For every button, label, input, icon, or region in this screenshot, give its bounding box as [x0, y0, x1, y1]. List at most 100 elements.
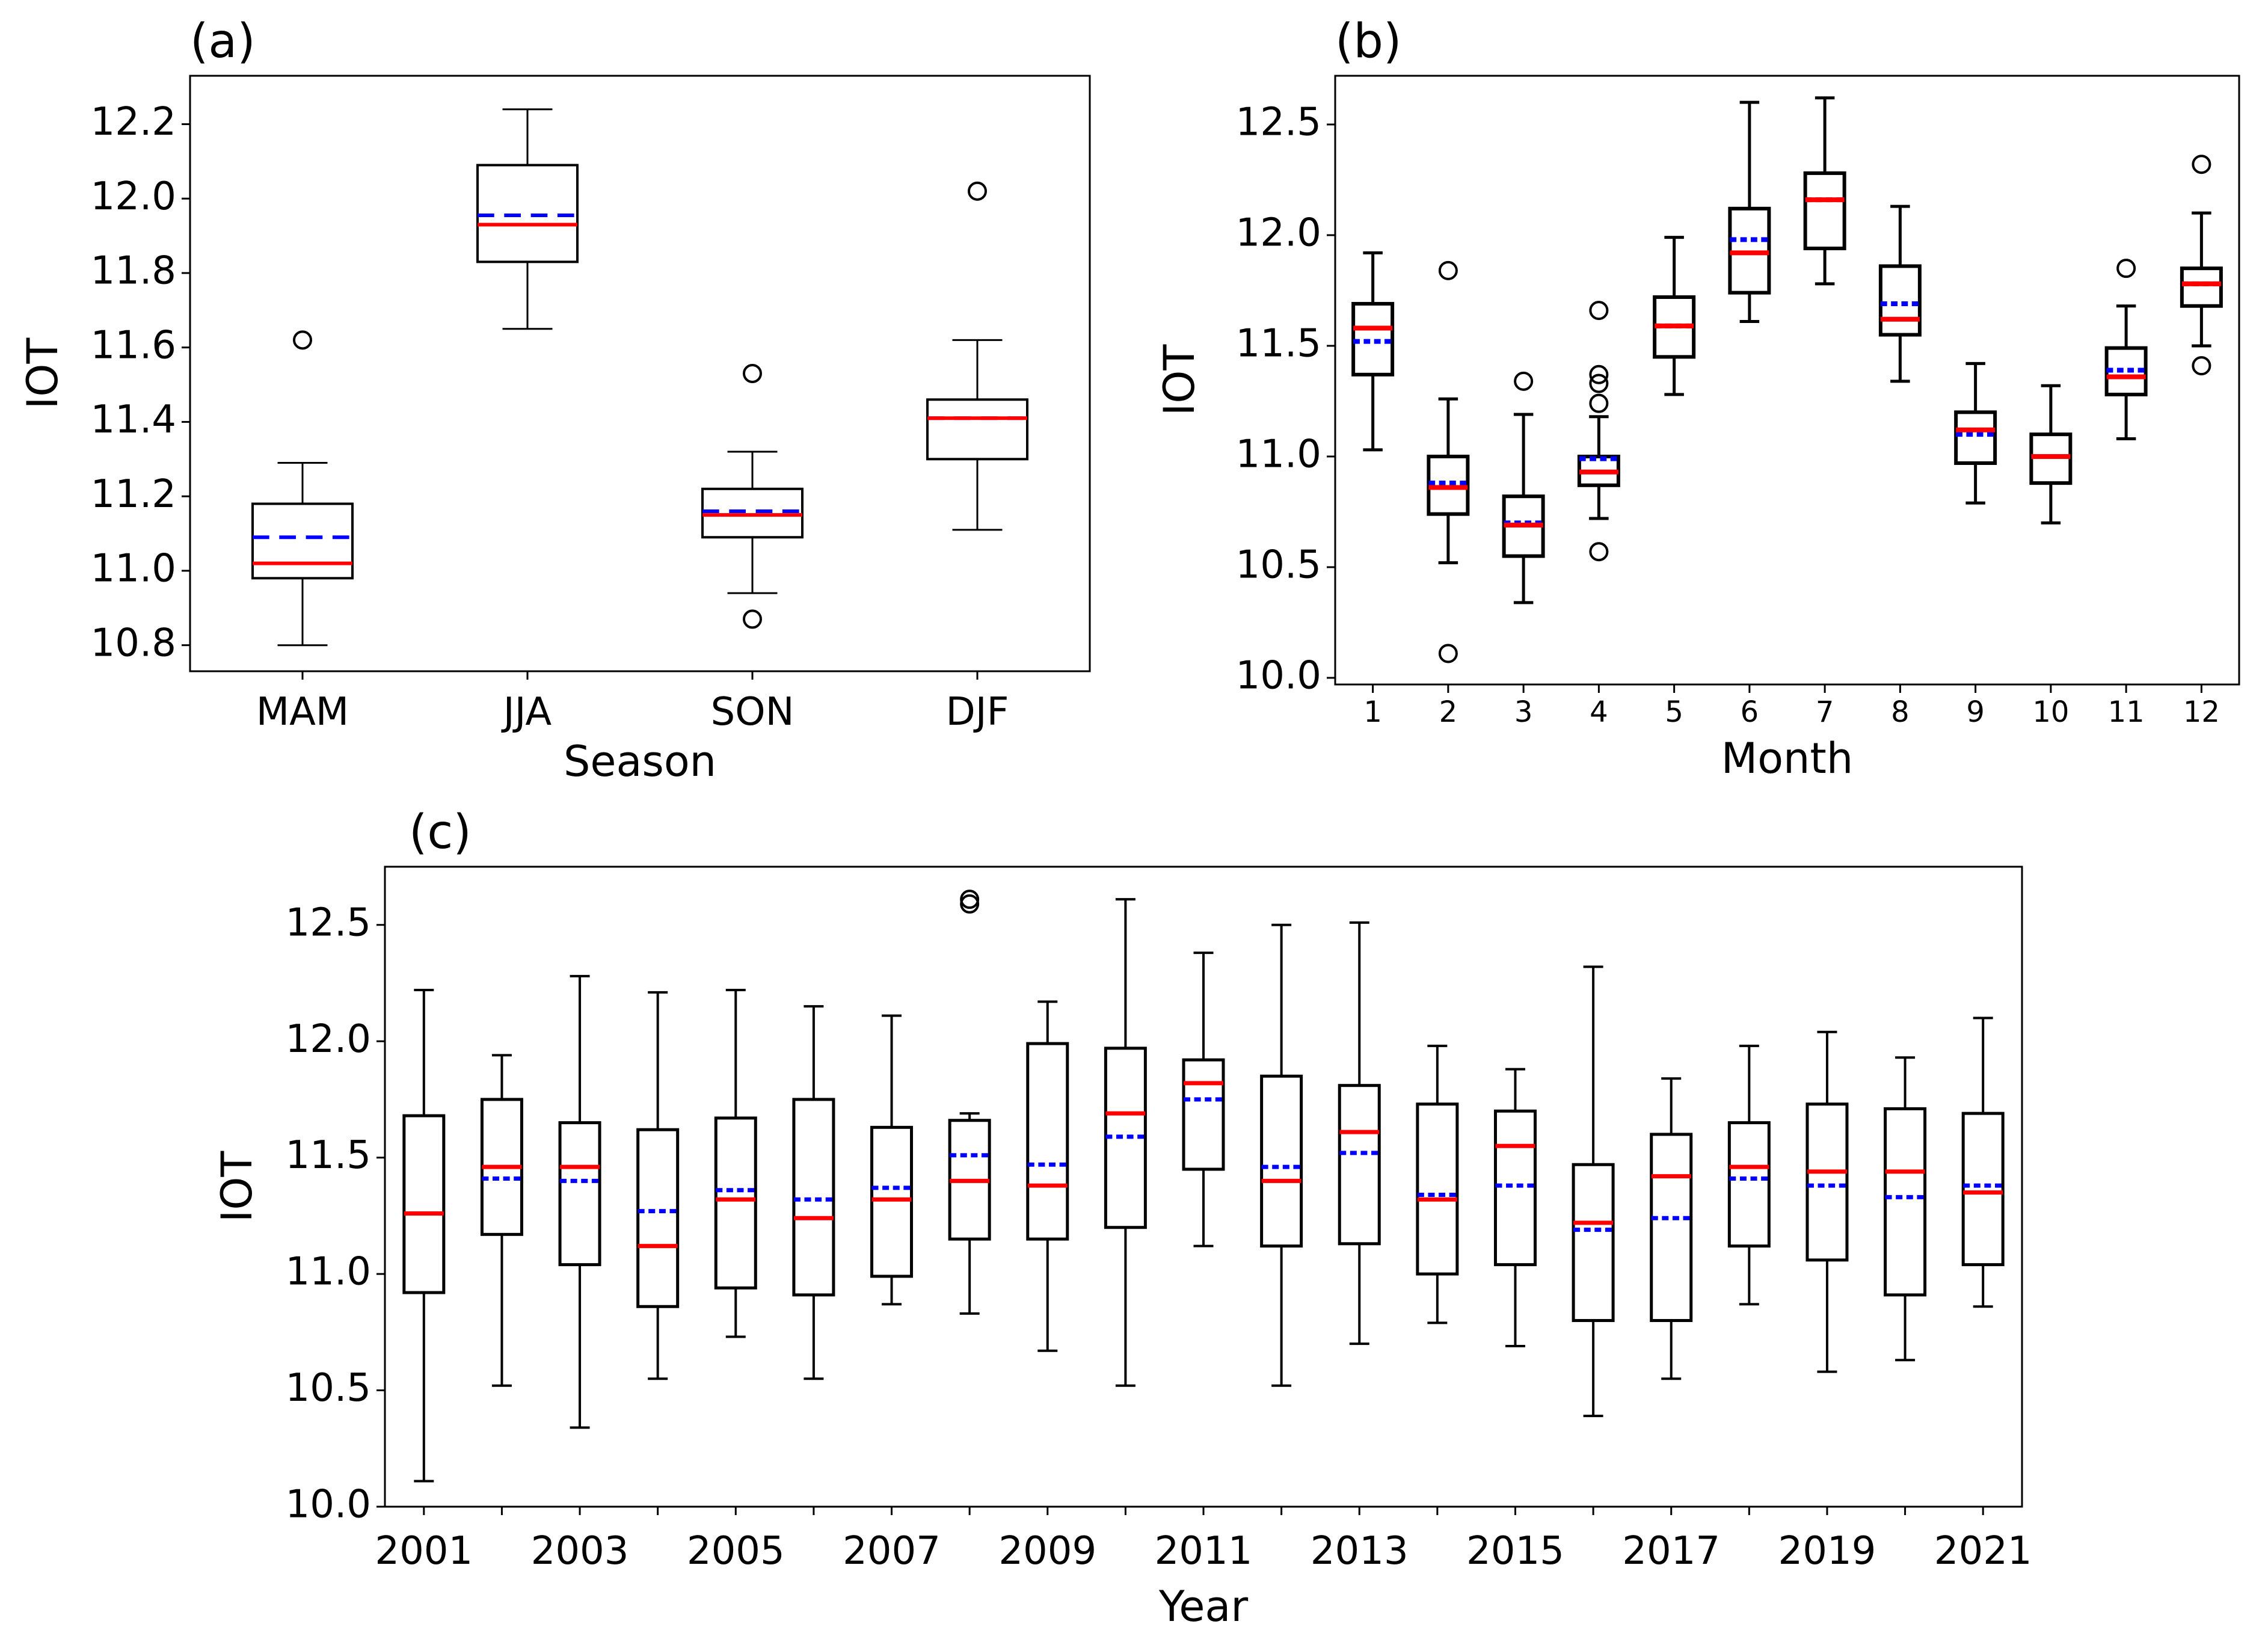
box-iqr	[2180, 266, 2223, 308]
outlier-point	[1514, 371, 1534, 391]
box-iqr	[1954, 410, 1997, 465]
box-iqr	[1884, 1107, 1927, 1297]
box-2004	[636, 991, 680, 1380]
plot-frame	[1334, 75, 2240, 686]
y-tick-label: 12.5	[1236, 100, 1322, 145]
y-tick-label: 11.6	[91, 323, 177, 367]
x-tick-label: 2021	[1934, 1529, 2032, 1573]
box-iqr	[701, 487, 804, 539]
box-9	[1954, 361, 1997, 505]
y-tick-label: 11.4	[91, 398, 177, 442]
x-tick-label: 2011	[1155, 1529, 1253, 1573]
x-tick-label: 2003	[531, 1529, 629, 1573]
box-4	[1577, 301, 1620, 562]
outlier-point	[2116, 259, 2136, 278]
y-tick-label: 11.5	[286, 1133, 372, 1178]
y-axis-title: IOT	[1155, 345, 1204, 416]
x-axis-title: Season	[564, 737, 716, 786]
y-tick-label: 11.0	[286, 1250, 372, 1294]
x-tick-label: 2007	[843, 1529, 941, 1573]
outlier-point	[2192, 356, 2211, 376]
box-2020	[1884, 1056, 1927, 1362]
box-2001	[402, 989, 446, 1483]
box-iqr	[1493, 1109, 1537, 1267]
x-tick-label: 5	[1665, 695, 1683, 729]
box-iqr	[1803, 171, 1846, 251]
y-tick-label: 10.5	[1236, 543, 1322, 588]
box-12	[2180, 155, 2223, 376]
box-iqr	[558, 1121, 601, 1267]
box-iqr	[1805, 1102, 1849, 1262]
x-tick-label: 6	[1741, 695, 1759, 729]
x-tick-label: 2017	[1622, 1529, 1720, 1573]
x-tick-label: 12	[2183, 695, 2220, 729]
box-iqr	[792, 1098, 835, 1297]
x-tick-label: 2005	[687, 1529, 785, 1573]
y-tick-label: 12.0	[91, 174, 177, 219]
plot-frame	[384, 866, 2023, 1508]
box-11	[2104, 259, 2148, 441]
box-2019	[1805, 1030, 1849, 1373]
box-iqr	[714, 1116, 757, 1290]
box-5	[1653, 236, 1696, 396]
y-tick-label: 11.5	[1236, 322, 1322, 366]
x-tick-label: 11	[2108, 695, 2145, 729]
outlier-point	[1589, 364, 1609, 384]
x-tick-label: 1	[1363, 695, 1382, 729]
x-tick-label: JJA	[501, 690, 552, 734]
box-iqr	[1416, 1102, 1459, 1276]
box-7	[1803, 96, 1846, 286]
y-axis-title: IOT	[212, 1151, 262, 1223]
box-iqr	[1026, 1042, 1069, 1241]
box-iqr	[476, 164, 579, 263]
outlier-point	[1589, 301, 1609, 321]
box-2005	[714, 989, 757, 1338]
box-SON	[701, 364, 804, 629]
x-tick-label: 2001	[375, 1529, 473, 1573]
box-iqr	[251, 502, 354, 580]
box-iqr	[926, 398, 1028, 461]
outlier-point	[960, 890, 980, 909]
box-2	[1427, 260, 1470, 663]
y-tick-label: 12.2	[91, 100, 177, 144]
panel-label: (c)	[409, 805, 472, 860]
box-6	[1728, 100, 1771, 323]
box-2007	[870, 1014, 914, 1306]
outlier-point	[1589, 542, 1609, 562]
panel-c: 10.0 10.5 11.0 11.5 12.0 12.5 2001 2003 2005 2007…	[212, 805, 2032, 1631]
outlier-point	[293, 330, 312, 350]
box-2013	[1338, 921, 1381, 1345]
box-iqr	[1961, 1112, 2005, 1267]
box-2018	[1727, 1044, 1771, 1306]
box-2015	[1493, 1068, 1537, 1348]
box-iqr	[636, 1128, 680, 1308]
box-3	[1502, 371, 1545, 604]
x-tick-label: 2	[1439, 695, 1458, 729]
box-iqr	[402, 1114, 446, 1294]
x-tick-label: SON	[711, 690, 794, 734]
box-2014	[1416, 1044, 1459, 1324]
y-tick-label: 11.0	[1236, 432, 1322, 477]
box-MAM	[251, 330, 354, 647]
box-1	[1351, 251, 1395, 452]
box-DJF	[926, 181, 1028, 531]
plot-frame	[189, 75, 1091, 672]
y-tick-label: 10.0	[286, 1483, 372, 1527]
x-tick-label: 2015	[1466, 1529, 1564, 1573]
box-iqr	[1572, 1163, 1615, 1322]
outlier-point	[968, 181, 987, 201]
y-axis-title: IOT	[18, 338, 67, 410]
x-tick-label: 4	[1590, 695, 1608, 729]
outlier-point	[743, 364, 762, 383]
box-iqr	[1338, 1084, 1381, 1246]
panel-a: 10.8 11.0 11.2 11.4 11.6 11.8 12.0 12.2 MAM JJA SO…	[18, 14, 1091, 786]
box-2012	[1260, 923, 1303, 1387]
outlier-point	[2192, 155, 2211, 174]
box-2010	[1104, 898, 1147, 1387]
x-axis-title: Month	[1721, 734, 1853, 783]
box-10	[2029, 384, 2073, 524]
x-tick-label: 8	[1891, 695, 1910, 729]
box-2016	[1572, 965, 1615, 1418]
x-tick-label: 10	[2032, 695, 2069, 729]
outlier-point	[743, 609, 762, 629]
